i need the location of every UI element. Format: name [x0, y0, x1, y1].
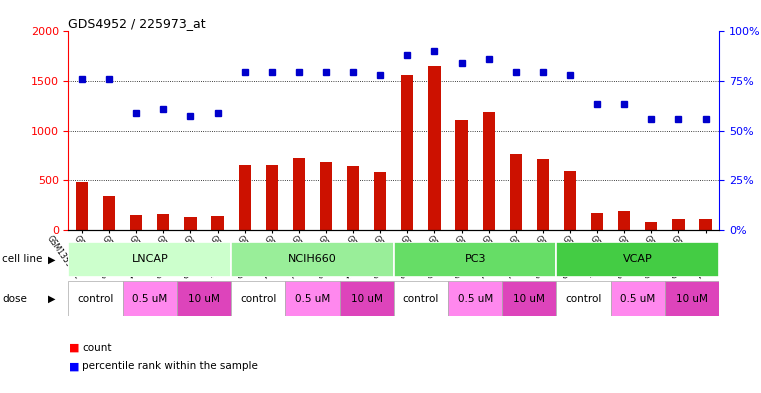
Text: VCAP: VCAP — [623, 254, 653, 264]
Text: ▶: ▶ — [48, 294, 56, 304]
Text: 0.5 uM: 0.5 uM — [457, 294, 493, 304]
Bar — [699, 219, 712, 230]
Bar — [231, 281, 285, 316]
Text: control: control — [403, 294, 439, 304]
Bar — [665, 281, 719, 316]
Bar — [510, 154, 522, 230]
Bar — [231, 242, 394, 277]
Bar — [645, 222, 658, 230]
Bar — [556, 281, 610, 316]
Text: 10 uM: 10 uM — [676, 294, 708, 304]
Bar — [610, 281, 665, 316]
Bar — [394, 242, 556, 277]
Bar — [76, 182, 88, 230]
Text: NCIH660: NCIH660 — [288, 254, 337, 264]
Bar — [239, 165, 251, 230]
Text: ■: ■ — [68, 361, 79, 371]
Bar — [130, 215, 142, 230]
Bar — [537, 160, 549, 230]
Text: PC3: PC3 — [464, 254, 486, 264]
Text: 0.5 uM: 0.5 uM — [295, 294, 330, 304]
Bar — [502, 281, 556, 316]
Text: percentile rank within the sample: percentile rank within the sample — [82, 361, 258, 371]
Bar — [68, 281, 123, 316]
Bar — [482, 112, 495, 230]
Text: dose: dose — [2, 294, 27, 304]
Bar — [123, 281, 177, 316]
Bar — [339, 281, 394, 316]
Text: count: count — [82, 343, 112, 353]
Text: 0.5 uM: 0.5 uM — [620, 294, 655, 304]
Bar — [591, 213, 603, 230]
Text: 10 uM: 10 uM — [351, 294, 383, 304]
Bar — [177, 281, 231, 316]
Text: 10 uM: 10 uM — [514, 294, 546, 304]
Text: control: control — [565, 294, 602, 304]
Bar — [158, 214, 170, 230]
Text: 10 uM: 10 uM — [188, 294, 220, 304]
Bar — [618, 211, 630, 230]
Bar — [103, 196, 115, 230]
Text: LNCAP: LNCAP — [132, 254, 168, 264]
Bar — [673, 219, 685, 230]
Text: ▶: ▶ — [48, 254, 56, 264]
Bar — [68, 242, 231, 277]
Bar — [266, 165, 278, 230]
Bar — [184, 217, 196, 230]
Text: control: control — [78, 294, 114, 304]
Text: cell line: cell line — [2, 254, 43, 264]
Bar — [285, 281, 339, 316]
Bar — [374, 173, 387, 230]
Bar — [456, 120, 468, 230]
Text: ■: ■ — [68, 343, 79, 353]
Bar — [394, 281, 448, 316]
Text: 0.5 uM: 0.5 uM — [132, 294, 167, 304]
Bar — [448, 281, 502, 316]
Bar — [401, 75, 413, 230]
Bar — [564, 171, 576, 230]
Text: GDS4952 / 225973_at: GDS4952 / 225973_at — [68, 17, 206, 30]
Text: control: control — [240, 294, 276, 304]
Bar — [320, 162, 332, 230]
Bar — [293, 158, 305, 230]
Bar — [556, 242, 719, 277]
Bar — [428, 66, 441, 230]
Bar — [212, 216, 224, 230]
Bar — [347, 166, 359, 230]
